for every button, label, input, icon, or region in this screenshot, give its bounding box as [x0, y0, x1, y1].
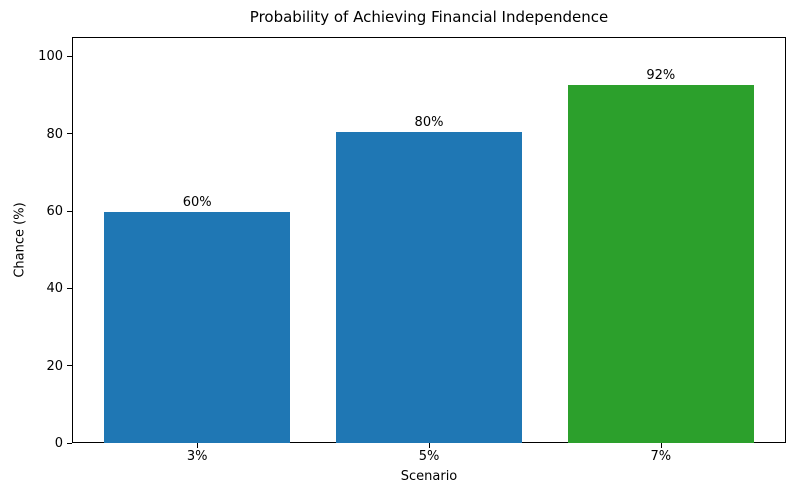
y-tick-mark — [67, 55, 72, 57]
chart-title: Probability of Achieving Financial Indep… — [249, 8, 609, 26]
y-tick-mark — [67, 442, 72, 444]
y-tick-mark — [67, 210, 72, 212]
y-tick-label: 100 — [38, 49, 63, 65]
x-tick-label-5-percent: 5% — [418, 449, 440, 464]
y-tick-label: 0 — [54, 436, 63, 451]
x-tick-mark — [197, 443, 199, 448]
y-tick-label: 80 — [46, 126, 63, 142]
x-tick-label-7-percent: 7% — [650, 449, 672, 464]
y-tick-label: 40 — [46, 281, 63, 297]
x-tick-label-3-percent: 3% — [186, 449, 208, 464]
y-tick-label: 60 — [46, 204, 63, 219]
bar-7-percent — [568, 85, 754, 443]
x-axis-label: Scenario — [400, 469, 458, 484]
bar-value-label-7-percent: 92% — [646, 68, 676, 84]
bar-value-label-3-percent: 60% — [182, 194, 212, 210]
y-tick-label: 20 — [46, 358, 63, 374]
y-tick-mark — [67, 133, 72, 135]
bar-3-percent — [104, 211, 290, 443]
bar-5-percent — [336, 131, 522, 443]
bar-value-label-5-percent: 80% — [414, 114, 444, 130]
y-tick-mark — [67, 365, 72, 367]
x-tick-mark — [429, 443, 430, 448]
x-tick-mark — [660, 443, 662, 448]
y-tick-mark — [67, 287, 72, 289]
